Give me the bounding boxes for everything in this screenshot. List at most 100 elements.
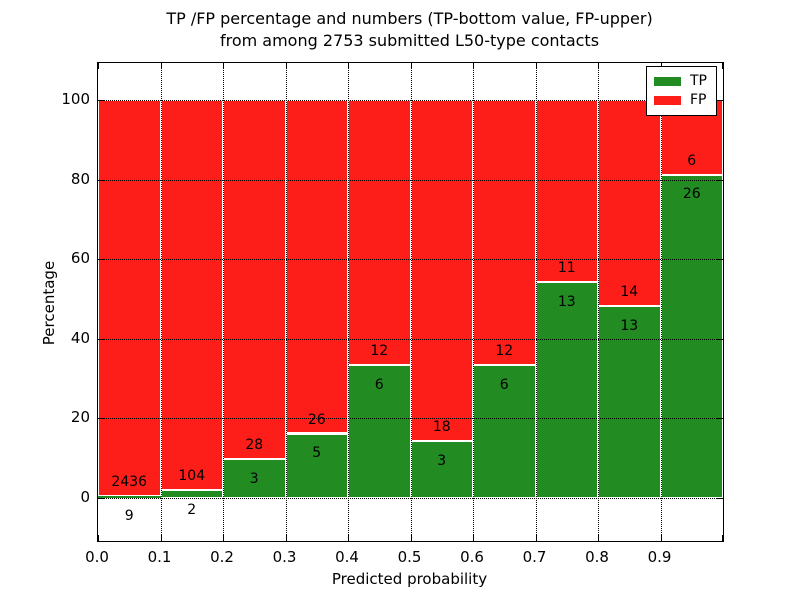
bar-segment-fp	[598, 99, 661, 307]
bar-segment-fp	[410, 99, 473, 441]
y-tick-label: 100	[61, 89, 90, 108]
legend-label: FP	[690, 92, 707, 108]
vertical-gridline	[285, 63, 287, 541]
bar-segment-tp	[598, 306, 661, 498]
horizontal-gridline	[98, 338, 723, 340]
y-tick-mark	[717, 99, 723, 101]
x-tick-mark	[598, 535, 599, 541]
chart-title-line2: from among 2753 submitted L50-type conta…	[219, 31, 600, 50]
x-tick-mark	[348, 63, 349, 69]
bar-segment-fp	[473, 99, 536, 366]
x-tick-mark	[348, 535, 349, 541]
x-tick-mark	[410, 535, 412, 541]
bar-count-label-tp: 13	[557, 294, 576, 311]
x-tick-mark	[98, 535, 99, 541]
vertical-gridline	[410, 63, 412, 541]
x-tick-mark	[473, 535, 474, 541]
bar-count-label-fp: 11	[557, 260, 576, 277]
x-tick-mark	[722, 535, 723, 541]
x-tick-label: 0.4	[335, 548, 359, 566]
x-tick-mark	[535, 535, 537, 541]
legend-swatch-fp	[654, 96, 681, 105]
bar-segment-tp	[410, 440, 473, 498]
x-tick-label: 0.3	[272, 548, 297, 566]
bar-count-label-fp: 14	[620, 284, 639, 301]
bar-count-label-tp: 6	[374, 376, 384, 393]
bar-count-label-fp: 6	[687, 152, 697, 169]
horizontal-gridline	[98, 179, 723, 181]
x-tick-mark	[722, 63, 723, 69]
legend-item: TP	[654, 72, 709, 91]
x-tick-mark	[223, 63, 224, 69]
bar-count-label-tp: 2	[187, 502, 197, 519]
vertical-gridline	[535, 63, 537, 541]
bar-count-label-tp: 9	[124, 508, 134, 525]
legend-item: FP	[654, 91, 709, 110]
bar-count-label-tp: 5	[312, 445, 322, 462]
bar-count-label-fp: 2436	[111, 474, 148, 491]
y-tick-label: 60	[70, 249, 90, 268]
x-tick-mark	[223, 535, 224, 541]
bar-count-label-fp: 12	[495, 343, 514, 360]
x-tick-mark	[535, 63, 537, 69]
bar-segment-fp	[223, 99, 286, 460]
y-tick-label: 20	[70, 408, 90, 427]
x-tick-label: 0.7	[522, 548, 547, 566]
legend-swatch-tp	[654, 77, 681, 86]
x-tick-label: 0.9	[647, 548, 672, 566]
x-tick-label: 0.2	[210, 548, 234, 566]
bar-segment-tp	[535, 282, 598, 498]
horizontal-gridline	[98, 99, 723, 101]
horizontal-gridline	[98, 497, 723, 499]
x-tick-mark	[598, 63, 599, 69]
bar-count-label-tp: 13	[620, 318, 639, 335]
horizontal-gridline	[98, 418, 723, 420]
x-axis-label: Predicted probability	[331, 570, 488, 588]
x-tick-label: 0.8	[585, 548, 609, 566]
bar-segment-fp	[285, 99, 348, 434]
chart-title: TP /FP percentage and numbers (TP-bottom…	[97, 8, 722, 52]
bar-count-label-fp: 28	[245, 437, 264, 454]
y-tick-mark	[98, 497, 104, 499]
x-tick-mark	[98, 63, 99, 69]
vertical-gridline	[348, 63, 349, 541]
bar-count-label-fp: 26	[307, 411, 326, 428]
x-tick-mark	[660, 535, 662, 541]
x-tick-label: 0.6	[460, 548, 484, 566]
bar-segment-tp	[660, 174, 723, 498]
x-tick-label: 0.0	[85, 548, 109, 566]
bar-count-label-fp: 104	[178, 468, 206, 485]
bar-segment-fp	[160, 99, 223, 491]
x-tick-mark	[160, 63, 162, 69]
x-tick-mark	[473, 63, 474, 69]
y-tick-label: 0	[80, 487, 90, 506]
bar-count-label-fp: 12	[370, 343, 389, 360]
bar-segment-fp	[348, 99, 411, 366]
x-tick-mark	[160, 535, 162, 541]
x-tick-mark	[285, 535, 287, 541]
legend: TP FP	[646, 66, 717, 116]
legend-label: TP	[690, 73, 707, 89]
horizontal-gridline	[98, 259, 723, 261]
bar-segment-tp	[160, 490, 223, 498]
bar-count-label-tp: 6	[499, 376, 509, 393]
bar-count-label-tp: 26	[682, 186, 701, 203]
bar-count-label-tp: 3	[249, 471, 259, 488]
y-tick-mark	[98, 179, 104, 181]
y-tick-mark	[717, 259, 723, 261]
x-tick-label: 0.5	[397, 548, 422, 566]
x-tick-mark	[285, 63, 287, 69]
y-tick-mark	[717, 418, 723, 420]
bar-segment-tp	[98, 496, 161, 498]
y-tick-mark	[98, 99, 104, 101]
bar-segment-tp	[223, 459, 286, 498]
y-tick-mark	[98, 338, 104, 340]
y-tick-mark	[98, 259, 104, 261]
y-tick-mark	[717, 497, 723, 499]
y-tick-label: 40	[70, 328, 90, 347]
y-tick-mark	[98, 418, 104, 420]
vertical-gridline	[598, 63, 599, 541]
vertical-gridline	[160, 63, 162, 541]
vertical-gridline	[473, 63, 474, 541]
